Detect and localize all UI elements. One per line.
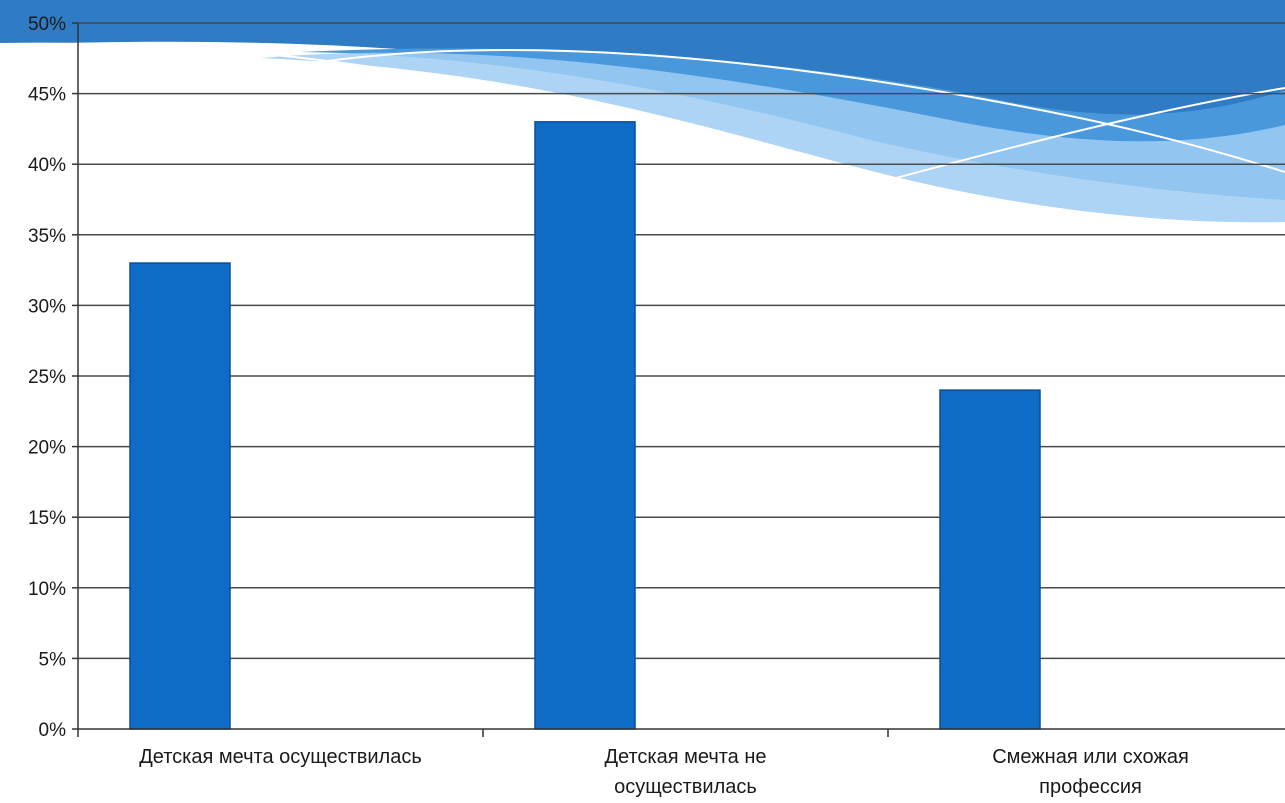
banner-white-line bbox=[869, 87, 1285, 186]
banner-light-wave bbox=[260, 52, 1285, 223]
y-tick-label: 35% bbox=[28, 226, 66, 247]
y-tick-label: 20% bbox=[28, 438, 66, 459]
y-tick-label: 10% bbox=[28, 579, 66, 600]
y-tick-label: 40% bbox=[28, 155, 66, 176]
y-tick-label: 45% bbox=[28, 85, 66, 106]
x-tick-label: Детская мечта не осуществилась bbox=[604, 746, 766, 798]
decorative-wave-banner bbox=[0, 0, 1285, 223]
y-tick-label: 50% bbox=[28, 14, 66, 35]
gridlines bbox=[78, 22, 1285, 660]
bars bbox=[129, 121, 1041, 730]
y-tick-label: 30% bbox=[28, 296, 66, 317]
bar bbox=[129, 262, 231, 730]
y-axis-ticks: 0% 5% 10% 15% 20% 25% 30% 35% 40% 45% 50% bbox=[28, 14, 78, 741]
bar bbox=[939, 389, 1041, 730]
bar bbox=[534, 121, 636, 730]
banner-dark-wave bbox=[0, 0, 1285, 200]
banner-white-line bbox=[0, 42, 621, 116]
axes bbox=[77, 23, 1285, 737]
y-tick-label: 15% bbox=[28, 508, 66, 529]
y-tick-label: 25% bbox=[28, 367, 66, 388]
x-axis-labels: Детская мечта осуществилась Детская мечта… bbox=[139, 746, 1189, 798]
banner-white-line bbox=[299, 49, 1285, 173]
x-tick-label: Детская мечта осуществилась bbox=[139, 746, 422, 768]
y-tick-label: 5% bbox=[39, 649, 67, 670]
y-tick-label: 0% bbox=[39, 720, 67, 741]
x-tick-label: Смежная или схожая профессия bbox=[992, 746, 1189, 798]
